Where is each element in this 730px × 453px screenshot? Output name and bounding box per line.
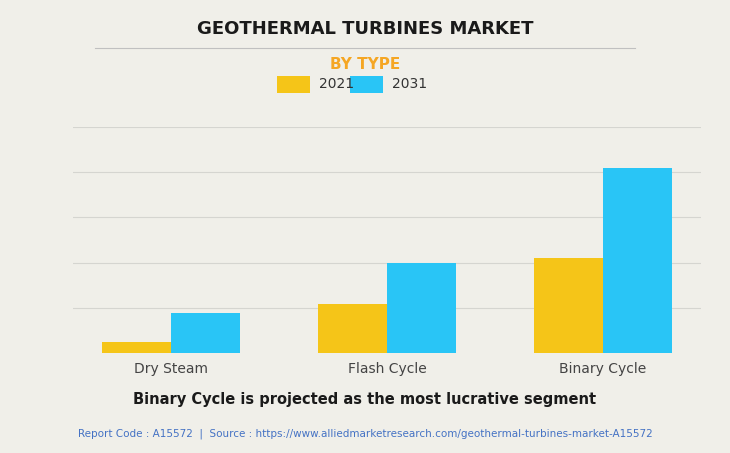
Bar (534, 258, 603, 353)
Text: Report Code : A15572  |  Source : https://www.alliedmarketresearch.com/geotherma: Report Code : A15572 | Source : https://… (77, 428, 653, 439)
Bar (603, 168, 672, 353)
Text: 2021: 2021 (319, 77, 354, 91)
Bar (171, 313, 240, 353)
Bar (101, 342, 171, 353)
Text: 2031: 2031 (392, 77, 427, 91)
Text: Binary Cycle is projected as the most lucrative segment: Binary Cycle is projected as the most lu… (134, 392, 596, 407)
Bar (387, 263, 456, 353)
Bar (318, 304, 387, 353)
Text: BY TYPE: BY TYPE (330, 57, 400, 72)
Text: GEOTHERMAL TURBINES MARKET: GEOTHERMAL TURBINES MARKET (197, 20, 533, 39)
